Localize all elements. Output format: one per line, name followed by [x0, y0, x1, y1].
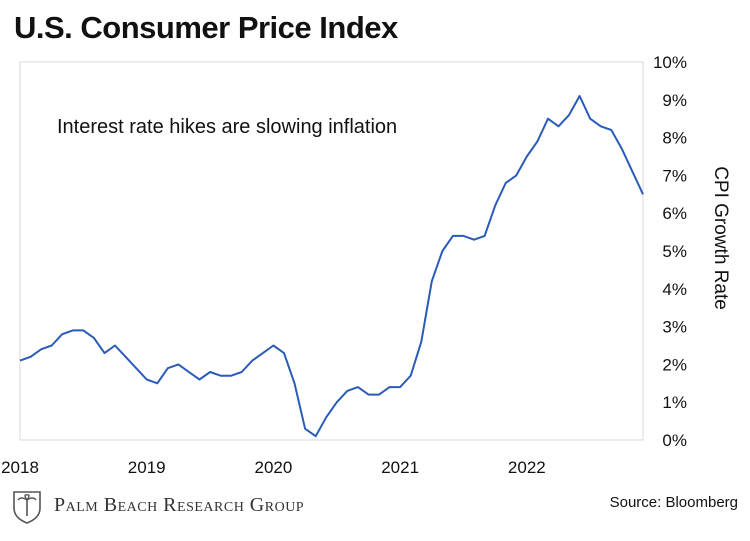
- y-tick-label: 9%: [662, 91, 687, 110]
- x-tick-label: 2019: [128, 458, 166, 477]
- x-axis-ticks: 2018 2019 2020 2021 2022: [1, 458, 546, 477]
- y-tick-label: 2%: [662, 355, 687, 374]
- plot-frame: [19, 61, 644, 441]
- y-tick-label: 5%: [662, 242, 687, 261]
- source-note: Source: Bloomberg: [609, 494, 738, 511]
- y-tick-label: 3%: [662, 318, 687, 337]
- y-tick-label: 1%: [662, 393, 687, 412]
- y-tick-label: 6%: [662, 204, 687, 223]
- y-tick-label: 7%: [662, 166, 687, 185]
- palm-tree-emblem-icon: [13, 491, 41, 524]
- y-tick-label: 8%: [662, 129, 687, 148]
- y-tick-label: 0%: [662, 431, 687, 450]
- x-tick-label: 2021: [381, 458, 419, 477]
- y-axis-ticks: 0% 1% 2% 3% 4% 5% 6% 7% 8% 9% 10%: [653, 53, 687, 450]
- x-tick-label: 2018: [1, 458, 39, 477]
- x-tick-label: 2022: [508, 458, 546, 477]
- y-tick-label: 4%: [662, 280, 687, 299]
- cpi-series-line: [19, 95, 644, 438]
- chart-annotation: Interest rate hikes are slowing inflatio…: [57, 116, 397, 138]
- x-tick-label: 2020: [255, 458, 293, 477]
- brand-name: Palm Beach Research Group: [54, 493, 305, 516]
- chart-title: U.S. Consumer Price Index: [14, 10, 398, 45]
- y-axis-label: CPI Growth Rate: [710, 166, 731, 310]
- brand-logo: Palm Beach Research Group: [10, 485, 304, 525]
- y-tick-label: 10%: [653, 53, 687, 72]
